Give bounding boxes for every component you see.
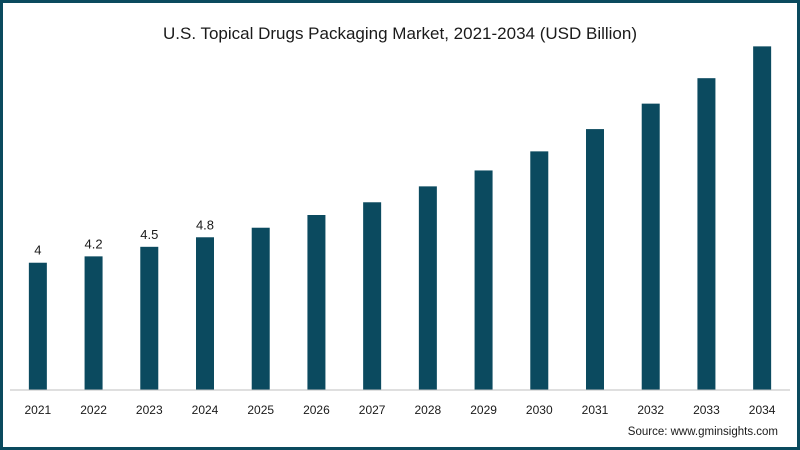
x-tick-2021: 2021 <box>25 403 52 417</box>
x-tick-2033: 2033 <box>693 403 720 417</box>
x-tick-2030: 2030 <box>526 403 553 417</box>
source-note: Source: www.gminsights.com <box>627 426 778 438</box>
bar-2027 <box>363 202 382 390</box>
bar-2026 <box>307 215 326 390</box>
x-tick-2027: 2027 <box>359 403 386 417</box>
data-labels: 4 4.2 4.5 4.8 <box>34 217 214 257</box>
x-tick-2026: 2026 <box>303 403 330 417</box>
x-tick-2023: 2023 <box>136 403 163 417</box>
data-label-2022: 4.2 <box>85 236 103 251</box>
bar-2021 <box>28 262 47 390</box>
x-tick-2029: 2029 <box>470 403 497 417</box>
x-tick-2025: 2025 <box>247 403 274 417</box>
data-label-2021: 4 <box>34 243 41 258</box>
bar-2032 <box>641 103 660 391</box>
bar-2029 <box>474 170 493 390</box>
x-tick-2031: 2031 <box>582 403 609 417</box>
bar-2024 <box>196 237 214 390</box>
x-tick-2024: 2024 <box>192 403 219 417</box>
x-tick-2028: 2028 <box>415 403 442 417</box>
bar-2034 <box>753 46 772 390</box>
chart-title: U.S. Topical Drugs Packaging Market, 202… <box>162 24 638 43</box>
bar-2031 <box>586 129 604 390</box>
bar-2030 <box>530 151 549 390</box>
bar-2033 <box>697 78 716 390</box>
bars-group <box>28 46 772 391</box>
x-tick-2034: 2034 <box>749 403 776 417</box>
x-tick-2032: 2032 <box>637 403 664 417</box>
x-tick-labels: 2021 2022 2023 2024 2025 2026 2027 2028 2029 2030… <box>25 403 776 417</box>
bar-2025 <box>251 227 270 390</box>
bar-2022 <box>84 256 103 390</box>
x-tick-2022: 2022 <box>80 403 107 417</box>
bar-2028 <box>418 186 437 390</box>
bar-2023 <box>140 246 159 390</box>
data-label-2024: 4.8 <box>196 217 214 232</box>
data-label-2023: 4.5 <box>140 227 158 242</box>
